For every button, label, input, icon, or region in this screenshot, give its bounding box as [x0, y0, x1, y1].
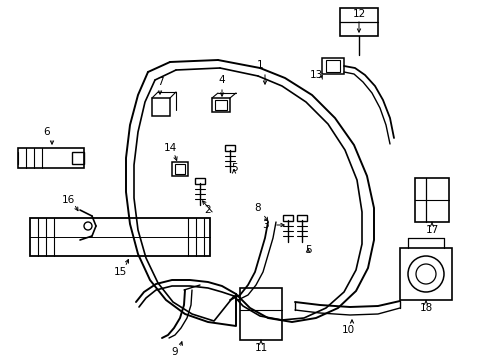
Bar — [152, 98, 170, 116]
Text: 9: 9 — [171, 347, 178, 357]
Bar — [175, 164, 184, 174]
Bar — [195, 178, 204, 184]
Text: 12: 12 — [352, 9, 365, 19]
Text: 18: 18 — [419, 303, 432, 313]
Text: 14: 14 — [163, 143, 176, 153]
Bar — [283, 215, 292, 221]
Bar — [399, 248, 451, 300]
Bar — [321, 58, 343, 74]
Text: 13: 13 — [309, 70, 322, 80]
Bar — [224, 145, 235, 151]
Text: 6: 6 — [43, 127, 50, 137]
Text: 11: 11 — [254, 343, 267, 353]
Bar — [339, 8, 377, 36]
Text: 7: 7 — [156, 77, 163, 87]
Bar — [240, 288, 282, 340]
Text: 4: 4 — [218, 75, 225, 85]
Bar — [296, 215, 306, 221]
Text: 10: 10 — [341, 325, 354, 335]
Text: 16: 16 — [61, 195, 75, 205]
Bar — [212, 98, 229, 112]
Bar — [414, 178, 448, 222]
Bar — [215, 100, 226, 110]
Text: 17: 17 — [425, 225, 438, 235]
Bar — [18, 148, 84, 168]
Bar — [72, 152, 84, 164]
Text: 5: 5 — [304, 245, 311, 255]
Text: 8: 8 — [254, 203, 261, 213]
Bar — [30, 218, 209, 256]
Text: 5: 5 — [230, 163, 237, 173]
Text: 15: 15 — [113, 267, 126, 277]
Text: 1: 1 — [256, 60, 263, 70]
Text: 2: 2 — [204, 205, 211, 215]
Text: 3: 3 — [261, 220, 268, 230]
Bar — [172, 162, 187, 176]
Bar — [325, 60, 339, 72]
